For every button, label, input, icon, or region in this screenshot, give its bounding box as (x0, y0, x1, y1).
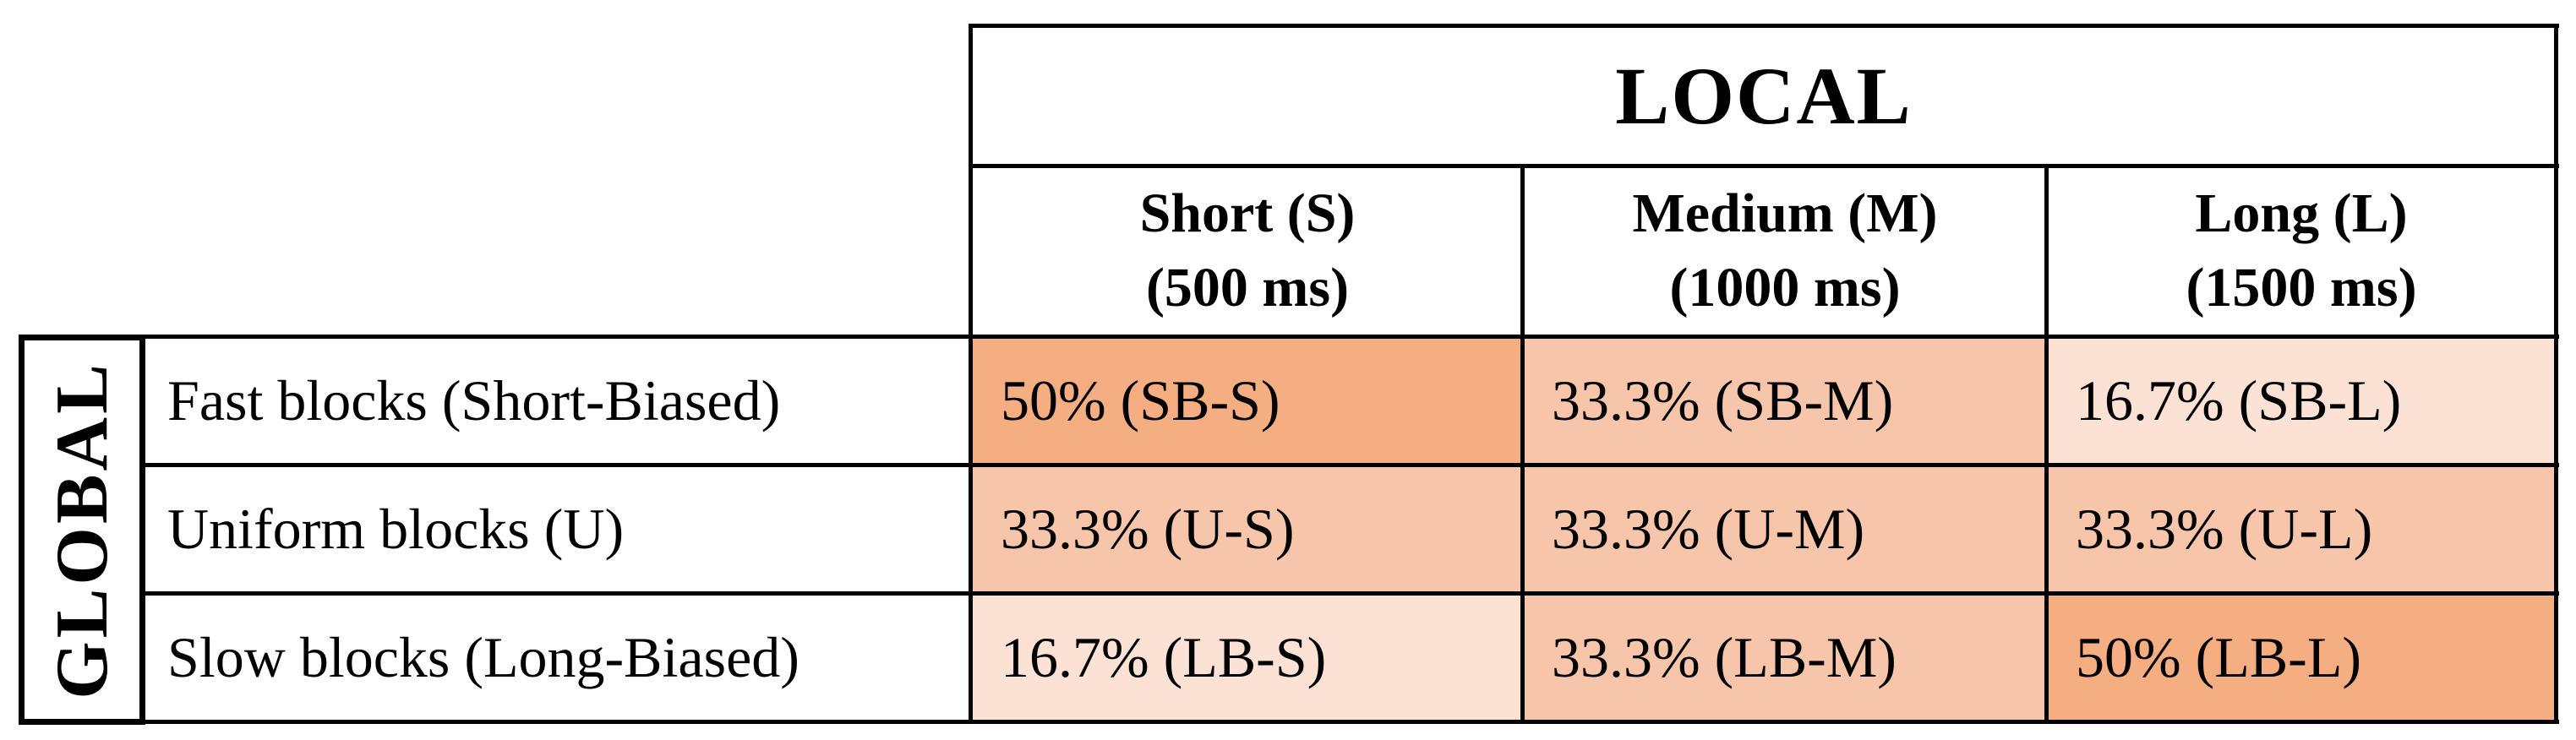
column-header-duration: (500 ms) (1145, 257, 1350, 318)
local-header: LOCAL (972, 25, 2556, 166)
row-label-fast: Fast blocks (Short-Biased) (144, 336, 972, 465)
cell-value: 16.7% (SB-L) (2076, 367, 2402, 433)
grid-line (1520, 164, 1525, 724)
cell-u-l: 33.3% (U-L) (2047, 465, 2556, 593)
grid-line (144, 720, 2559, 724)
column-header-short: Short (S) (500 ms) (972, 166, 1523, 336)
cell-lb-m: 33.3% (LB-M) (1523, 593, 2047, 721)
row-label-text: Fast blocks (Short-Biased) (167, 367, 781, 433)
cell-value: 33.3% (LB-M) (1552, 624, 1897, 689)
cell-value: 33.3% (U-L) (2076, 496, 2373, 561)
cell-value: 33.3% (U-M) (1552, 496, 1865, 561)
cell-lb-l: 50% (LB-L) (2047, 593, 2556, 721)
column-header-name: Long (L) (2195, 182, 2408, 244)
global-label: GLOBAL (41, 360, 123, 699)
cell-value: 16.7% (LB-S) (1001, 624, 1327, 689)
grid-line (144, 463, 2559, 467)
grid-line (969, 24, 2559, 28)
cell-value: 33.3% (U-S) (1001, 496, 1295, 561)
row-label-uniform: Uniform blocks (U) (144, 465, 972, 593)
cell-lb-s: 16.7% (LB-S) (972, 593, 1523, 721)
column-header-medium: Medium (M) (1000 ms) (1523, 166, 2047, 336)
cell-value: 33.3% (SB-M) (1552, 367, 1894, 433)
global-header: GLOBAL (19, 335, 145, 725)
column-header-duration: (1000 ms) (1669, 257, 1901, 318)
row-label-slow: Slow blocks (Long-Biased) (144, 593, 972, 721)
column-header-name: Medium (M) (1632, 182, 1938, 244)
grid-line (969, 164, 2559, 168)
row-label-text: Uniform blocks (U) (167, 496, 625, 561)
cell-sb-l: 16.7% (SB-L) (2047, 336, 2556, 465)
cell-value: 50% (SB-S) (1001, 367, 1280, 433)
grid-line (969, 24, 973, 724)
cell-sb-m: 33.3% (SB-M) (1523, 336, 2047, 465)
grid-line (2554, 24, 2558, 724)
column-header-name: Short (S) (1139, 182, 1356, 244)
cell-u-m: 33.3% (U-M) (1523, 465, 2047, 593)
grid-line (144, 335, 2559, 339)
cell-sb-s: 50% (SB-S) (972, 336, 1523, 465)
row-label-text: Slow blocks (Long-Biased) (167, 624, 800, 689)
local-label: LOCAL (1615, 50, 1913, 141)
grid-line (2044, 164, 2049, 724)
cell-u-s: 33.3% (U-S) (972, 465, 1523, 593)
grid-line (144, 591, 2559, 596)
column-header-long: Long (L) (1500 ms) (2047, 166, 2556, 336)
column-header-duration: (1500 ms) (2186, 257, 2417, 318)
cell-value: 50% (LB-L) (2076, 624, 2362, 689)
